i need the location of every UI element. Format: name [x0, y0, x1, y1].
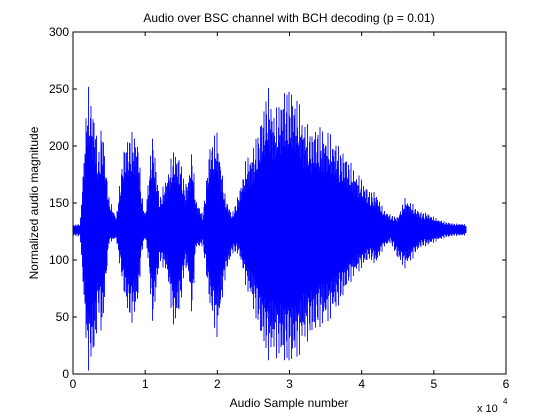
y-tick-label: 250 [49, 82, 69, 96]
x-multiplier-base: x 10 [477, 403, 498, 415]
plot-frame [72, 31, 507, 375]
y-tick-label: 0 [62, 367, 69, 381]
y-axis-ticks: 0 50 100 150 200 250 300 [49, 25, 506, 381]
x-axis-label: Audio Sample number [230, 396, 349, 410]
x-axis-ticks: 0 1 2 3 4 5 6 [70, 32, 510, 391]
x-tick-label: 6 [503, 377, 510, 391]
y-tick-label: 150 [49, 196, 69, 210]
y-tick-label: 100 [49, 253, 69, 267]
x-axis-multiplier: x 10 4 [477, 397, 508, 415]
x-tick-label: 1 [142, 377, 149, 391]
y-tick-label: 50 [56, 310, 70, 324]
x-tick-label: 5 [430, 377, 437, 391]
x-tick-label: 2 [214, 377, 221, 391]
y-axis-label: Normalized audio magnitude [27, 126, 41, 279]
chart-title: Audio over BSC channel with BCH decoding… [143, 11, 434, 25]
y-tick-label: 300 [49, 25, 69, 39]
y-tick-label: 200 [49, 139, 69, 153]
x-tick-label: 0 [70, 377, 77, 391]
x-multiplier-exponent: 4 [503, 397, 508, 406]
x-tick-label: 4 [358, 377, 365, 391]
x-tick-label: 3 [286, 377, 293, 391]
